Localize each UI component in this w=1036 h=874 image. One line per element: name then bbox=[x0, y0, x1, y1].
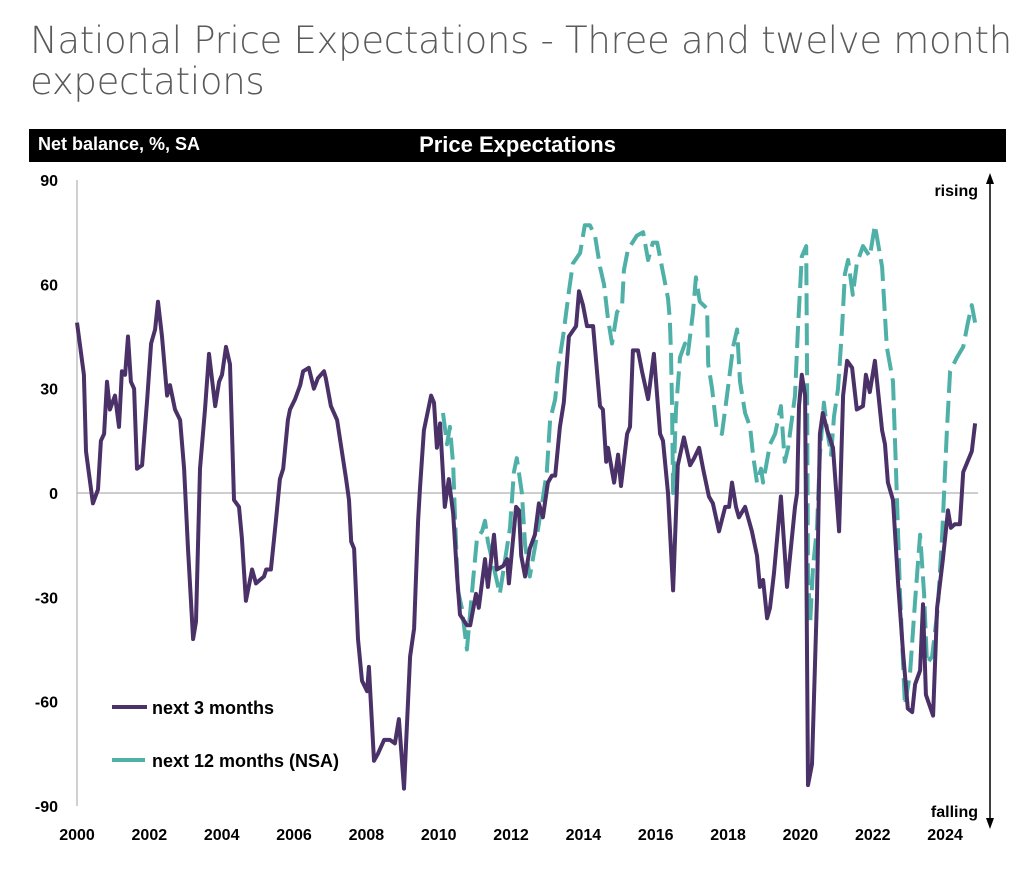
legend-label-3-months: next 3 months bbox=[152, 698, 274, 718]
x-tick-label: 2020 bbox=[783, 827, 819, 844]
y-tick-label: 30 bbox=[40, 382, 58, 399]
y-tick-label: -30 bbox=[35, 590, 58, 607]
rising-annotation: rising bbox=[934, 183, 978, 200]
x-tick-label: 2008 bbox=[349, 827, 385, 844]
y-tick-label: -60 bbox=[35, 695, 58, 712]
x-tick-label: 2012 bbox=[493, 827, 529, 844]
series-line-next-3-months bbox=[75, 289, 978, 791]
direction-arrow: rising falling bbox=[931, 173, 994, 829]
y-tick-label: 60 bbox=[40, 277, 58, 294]
arrow-up-icon bbox=[986, 173, 994, 184]
x-tick-label: 2000 bbox=[59, 827, 95, 844]
chart-title: Price Expectations bbox=[419, 132, 616, 157]
x-tick-label: 2022 bbox=[855, 827, 891, 844]
y-tick-label: 0 bbox=[49, 486, 58, 503]
x-tick-label: 2010 bbox=[421, 827, 457, 844]
y-tick-label: -90 bbox=[35, 799, 58, 816]
x-tick-label: 2002 bbox=[132, 827, 168, 844]
legend-label-12-months: next 12 months (NSA) bbox=[152, 751, 339, 771]
series-line-next-12-months bbox=[441, 223, 978, 708]
page-title: National Price Expectations - Three and … bbox=[30, 19, 1012, 103]
axes bbox=[76, 180, 978, 806]
x-tick-label: 2018 bbox=[710, 827, 746, 844]
legend: next 3 months next 12 months (NSA) bbox=[112, 698, 339, 771]
x-tick-label: 2024 bbox=[927, 827, 963, 844]
x-tick-label: 2016 bbox=[638, 827, 674, 844]
chart-header-bar: Net balance, %, SA Price Expectations bbox=[29, 129, 1006, 162]
x-tick-label: 2006 bbox=[276, 827, 312, 844]
falling-annotation: falling bbox=[931, 804, 978, 821]
y-tick-label: 90 bbox=[40, 173, 58, 190]
series-group bbox=[75, 223, 978, 791]
x-tick-label: 2004 bbox=[204, 827, 240, 844]
arrow-down-icon bbox=[986, 818, 994, 829]
x-tick-label: 2014 bbox=[566, 827, 602, 844]
y-axis-unit-label: Net balance, %, SA bbox=[38, 134, 201, 154]
